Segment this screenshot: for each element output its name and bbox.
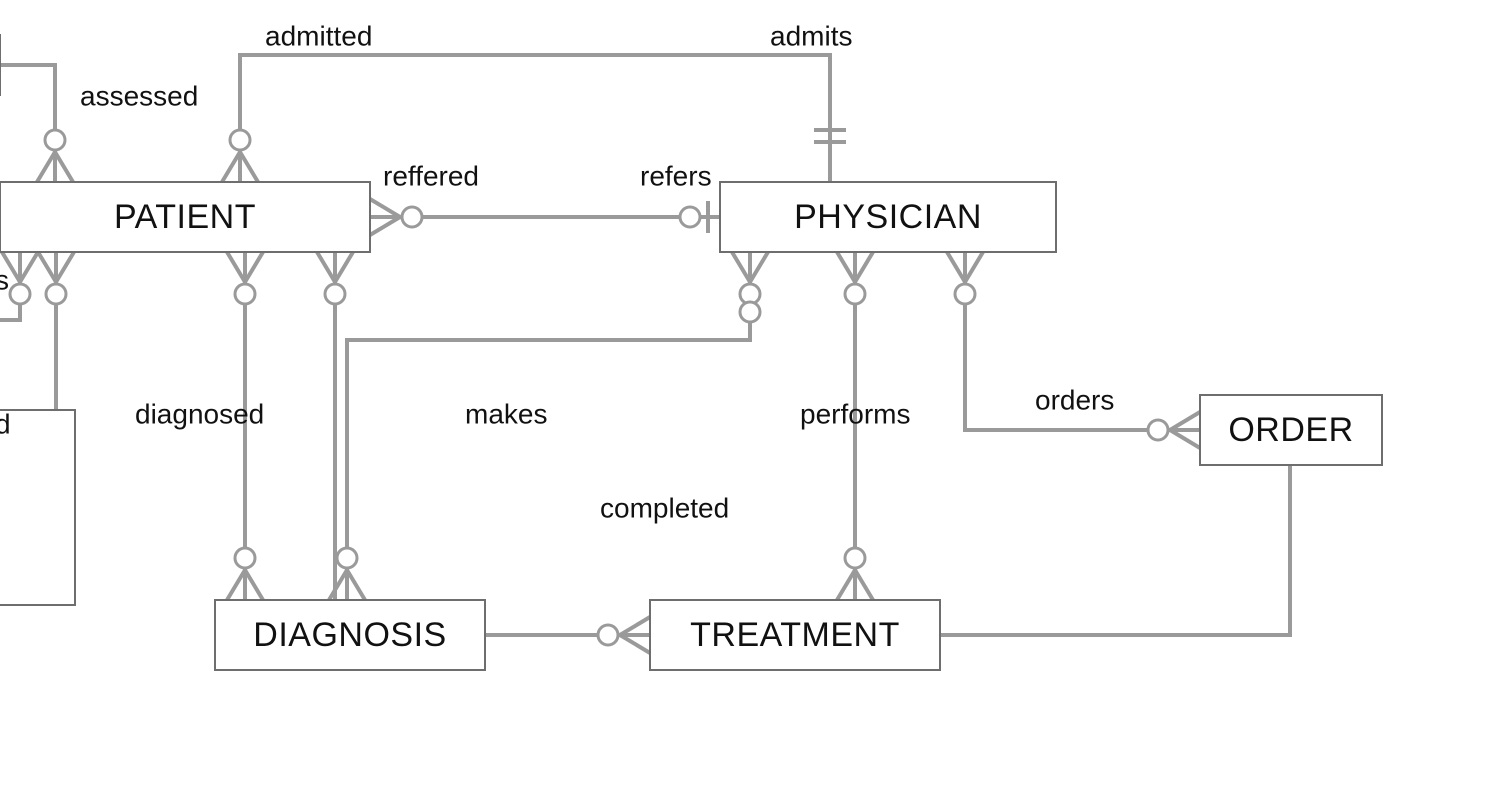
edge-layer bbox=[0, 55, 1290, 635]
label-refers: refers bbox=[640, 161, 712, 192]
entity-label-order: ORDER bbox=[1228, 411, 1353, 449]
entity-label-treatment: TREATMENT bbox=[690, 616, 900, 654]
label-assessed: assessed bbox=[80, 81, 198, 112]
entity-label-diagnosis: DIAGNOSIS bbox=[253, 616, 446, 654]
edge-patient-treatment bbox=[335, 252, 650, 635]
edge-order-treatment bbox=[940, 465, 1290, 635]
edge-patient-physician-admits bbox=[240, 55, 830, 182]
edge-physician-diagnosis bbox=[347, 252, 750, 600]
label-orders: orders bbox=[1035, 385, 1114, 416]
label-completed: completed bbox=[600, 493, 729, 524]
entity-physician: PHYSICIAN bbox=[720, 182, 1056, 252]
label-diagnosed: diagnosed bbox=[135, 399, 264, 430]
label-layer: admitted admits assessed reffered refers s d di… bbox=[0, 21, 1114, 524]
entity-order: ORDER bbox=[1200, 395, 1382, 465]
label-admits: admits bbox=[770, 21, 852, 52]
entity-diagnosis: DIAGNOSIS bbox=[215, 600, 485, 670]
entity-treatment: TREATMENT bbox=[650, 600, 940, 670]
label-assigned: d bbox=[0, 409, 11, 440]
entity-partial_left_bottom bbox=[0, 410, 75, 605]
entity-label-physician: PHYSICIAN bbox=[794, 198, 982, 236]
entity-patient: PATIENT bbox=[0, 182, 370, 252]
label-has: s bbox=[0, 265, 9, 296]
label-admitted: admitted bbox=[265, 21, 372, 52]
entity-label-patient: PATIENT bbox=[114, 198, 256, 236]
label-makes: makes bbox=[465, 399, 547, 430]
entity-layer: PATIENT PHYSICIAN DIAGNOSIS TREATMENT ORDER bbox=[0, 35, 1382, 670]
label-performs: performs bbox=[800, 399, 910, 430]
label-reffered: reffered bbox=[383, 161, 479, 192]
